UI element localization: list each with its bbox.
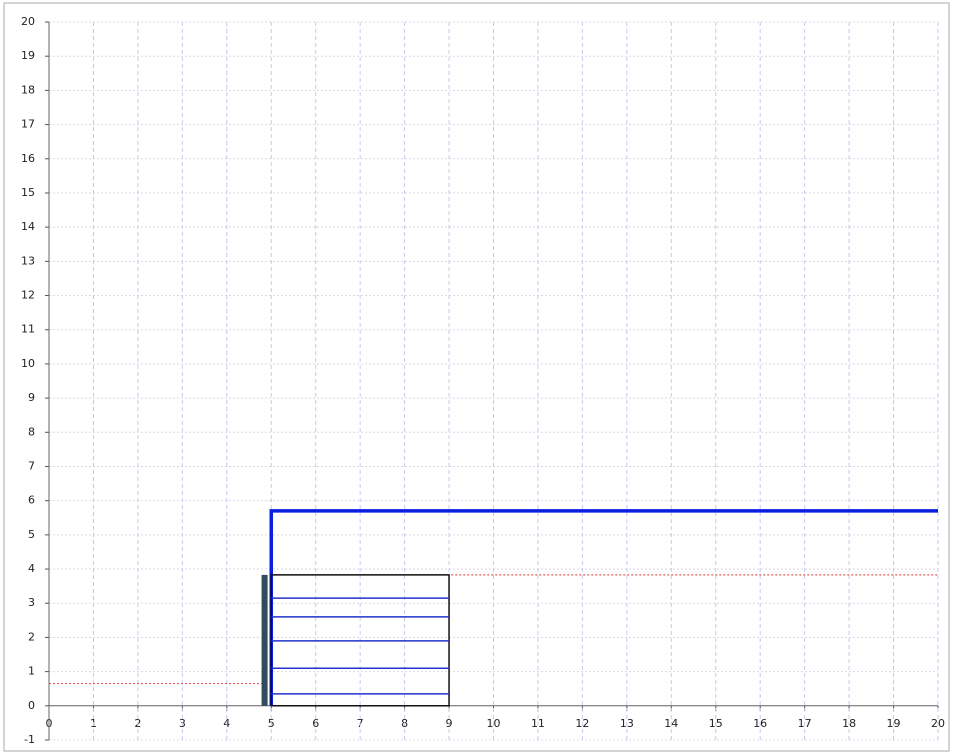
y-tick-label: -1 <box>24 733 35 746</box>
y-tick-label: 6 <box>28 494 35 507</box>
y-tick-label: 9 <box>28 391 35 404</box>
y-tick-label: 10 <box>21 357 35 370</box>
frame <box>3 2 950 752</box>
y-tick-label: 1 <box>28 665 35 678</box>
y-tick-label: 7 <box>28 459 35 472</box>
y-tick-label: 15 <box>21 186 35 199</box>
y-tick-label: 11 <box>21 323 35 336</box>
y-tick-label: 19 <box>21 49 35 62</box>
y-tick-label: 18 <box>21 83 35 96</box>
y-tick-label: 17 <box>21 118 35 131</box>
series-line <box>270 574 450 707</box>
y-tick-label: 12 <box>21 289 35 302</box>
y-tick-label: 8 <box>28 425 35 438</box>
y-tick-label: 4 <box>28 562 35 575</box>
y-tick-label: 0 <box>28 699 35 712</box>
y-tick-label: 16 <box>21 152 35 165</box>
y-tick-label: 20 <box>21 15 35 28</box>
y-tick-label: 5 <box>28 528 35 541</box>
y-tick-label: 14 <box>21 220 35 233</box>
y-tick-label: 3 <box>28 596 35 609</box>
y-tick-label: 13 <box>21 254 35 267</box>
y-tick-label: 2 <box>28 630 35 643</box>
